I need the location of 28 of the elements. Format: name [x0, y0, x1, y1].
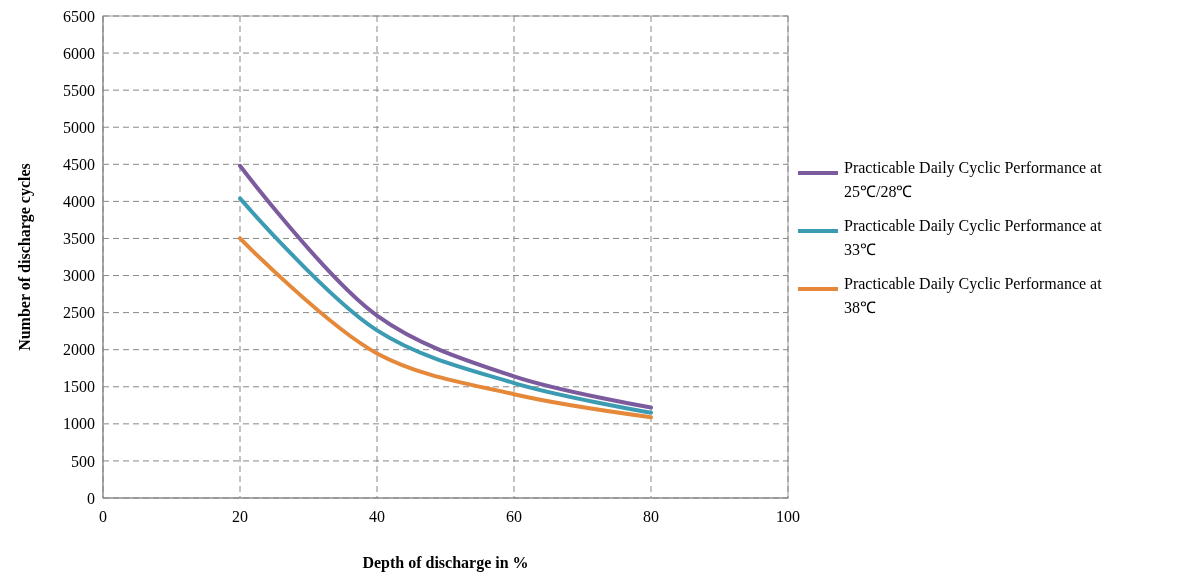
y-tick-label: 2500	[63, 304, 95, 322]
x-tick-label: 0	[99, 508, 107, 525]
y-tick-label: 4000	[63, 192, 95, 210]
legend-label: Practicable Daily Cyclic Performance at 38℃	[844, 275, 1103, 316]
x-tick-label: 60	[506, 508, 522, 525]
y-tick-label: 5000	[63, 118, 95, 136]
y-tick-label: 500	[71, 452, 95, 470]
line-series	[238, 163, 653, 410]
line-series	[238, 236, 653, 420]
legend-label: Practicable Daily Cyclic Performance at 33℃	[844, 217, 1103, 258]
y-tick-label: 6000	[63, 44, 95, 62]
y-tick-label: 3500	[63, 230, 95, 248]
y-tick-label: 0	[87, 489, 95, 507]
x-tick-label: 20	[232, 508, 248, 525]
y-tick-label: 3000	[63, 267, 95, 285]
y-tick-label: 5500	[63, 81, 95, 99]
y-tick-label: 6500	[63, 7, 95, 25]
y-tick-label: 1500	[63, 378, 95, 396]
line-series	[238, 196, 653, 415]
x-tick-label: 100	[776, 508, 800, 525]
legend-label: Practicable Daily Cyclic Performance at 25℃/28℃	[844, 159, 1103, 200]
y-tick-label: 4500	[63, 155, 95, 173]
y-axis-title: Number of discharge cycles	[16, 163, 34, 351]
x-tick-label: 40	[369, 508, 385, 525]
y-tick-label: 1000	[63, 415, 95, 433]
x-axis-title: Depth of discharge in %	[362, 554, 529, 572]
x-tick-label: 80	[643, 508, 659, 525]
y-tick-label: 2000	[63, 341, 95, 359]
